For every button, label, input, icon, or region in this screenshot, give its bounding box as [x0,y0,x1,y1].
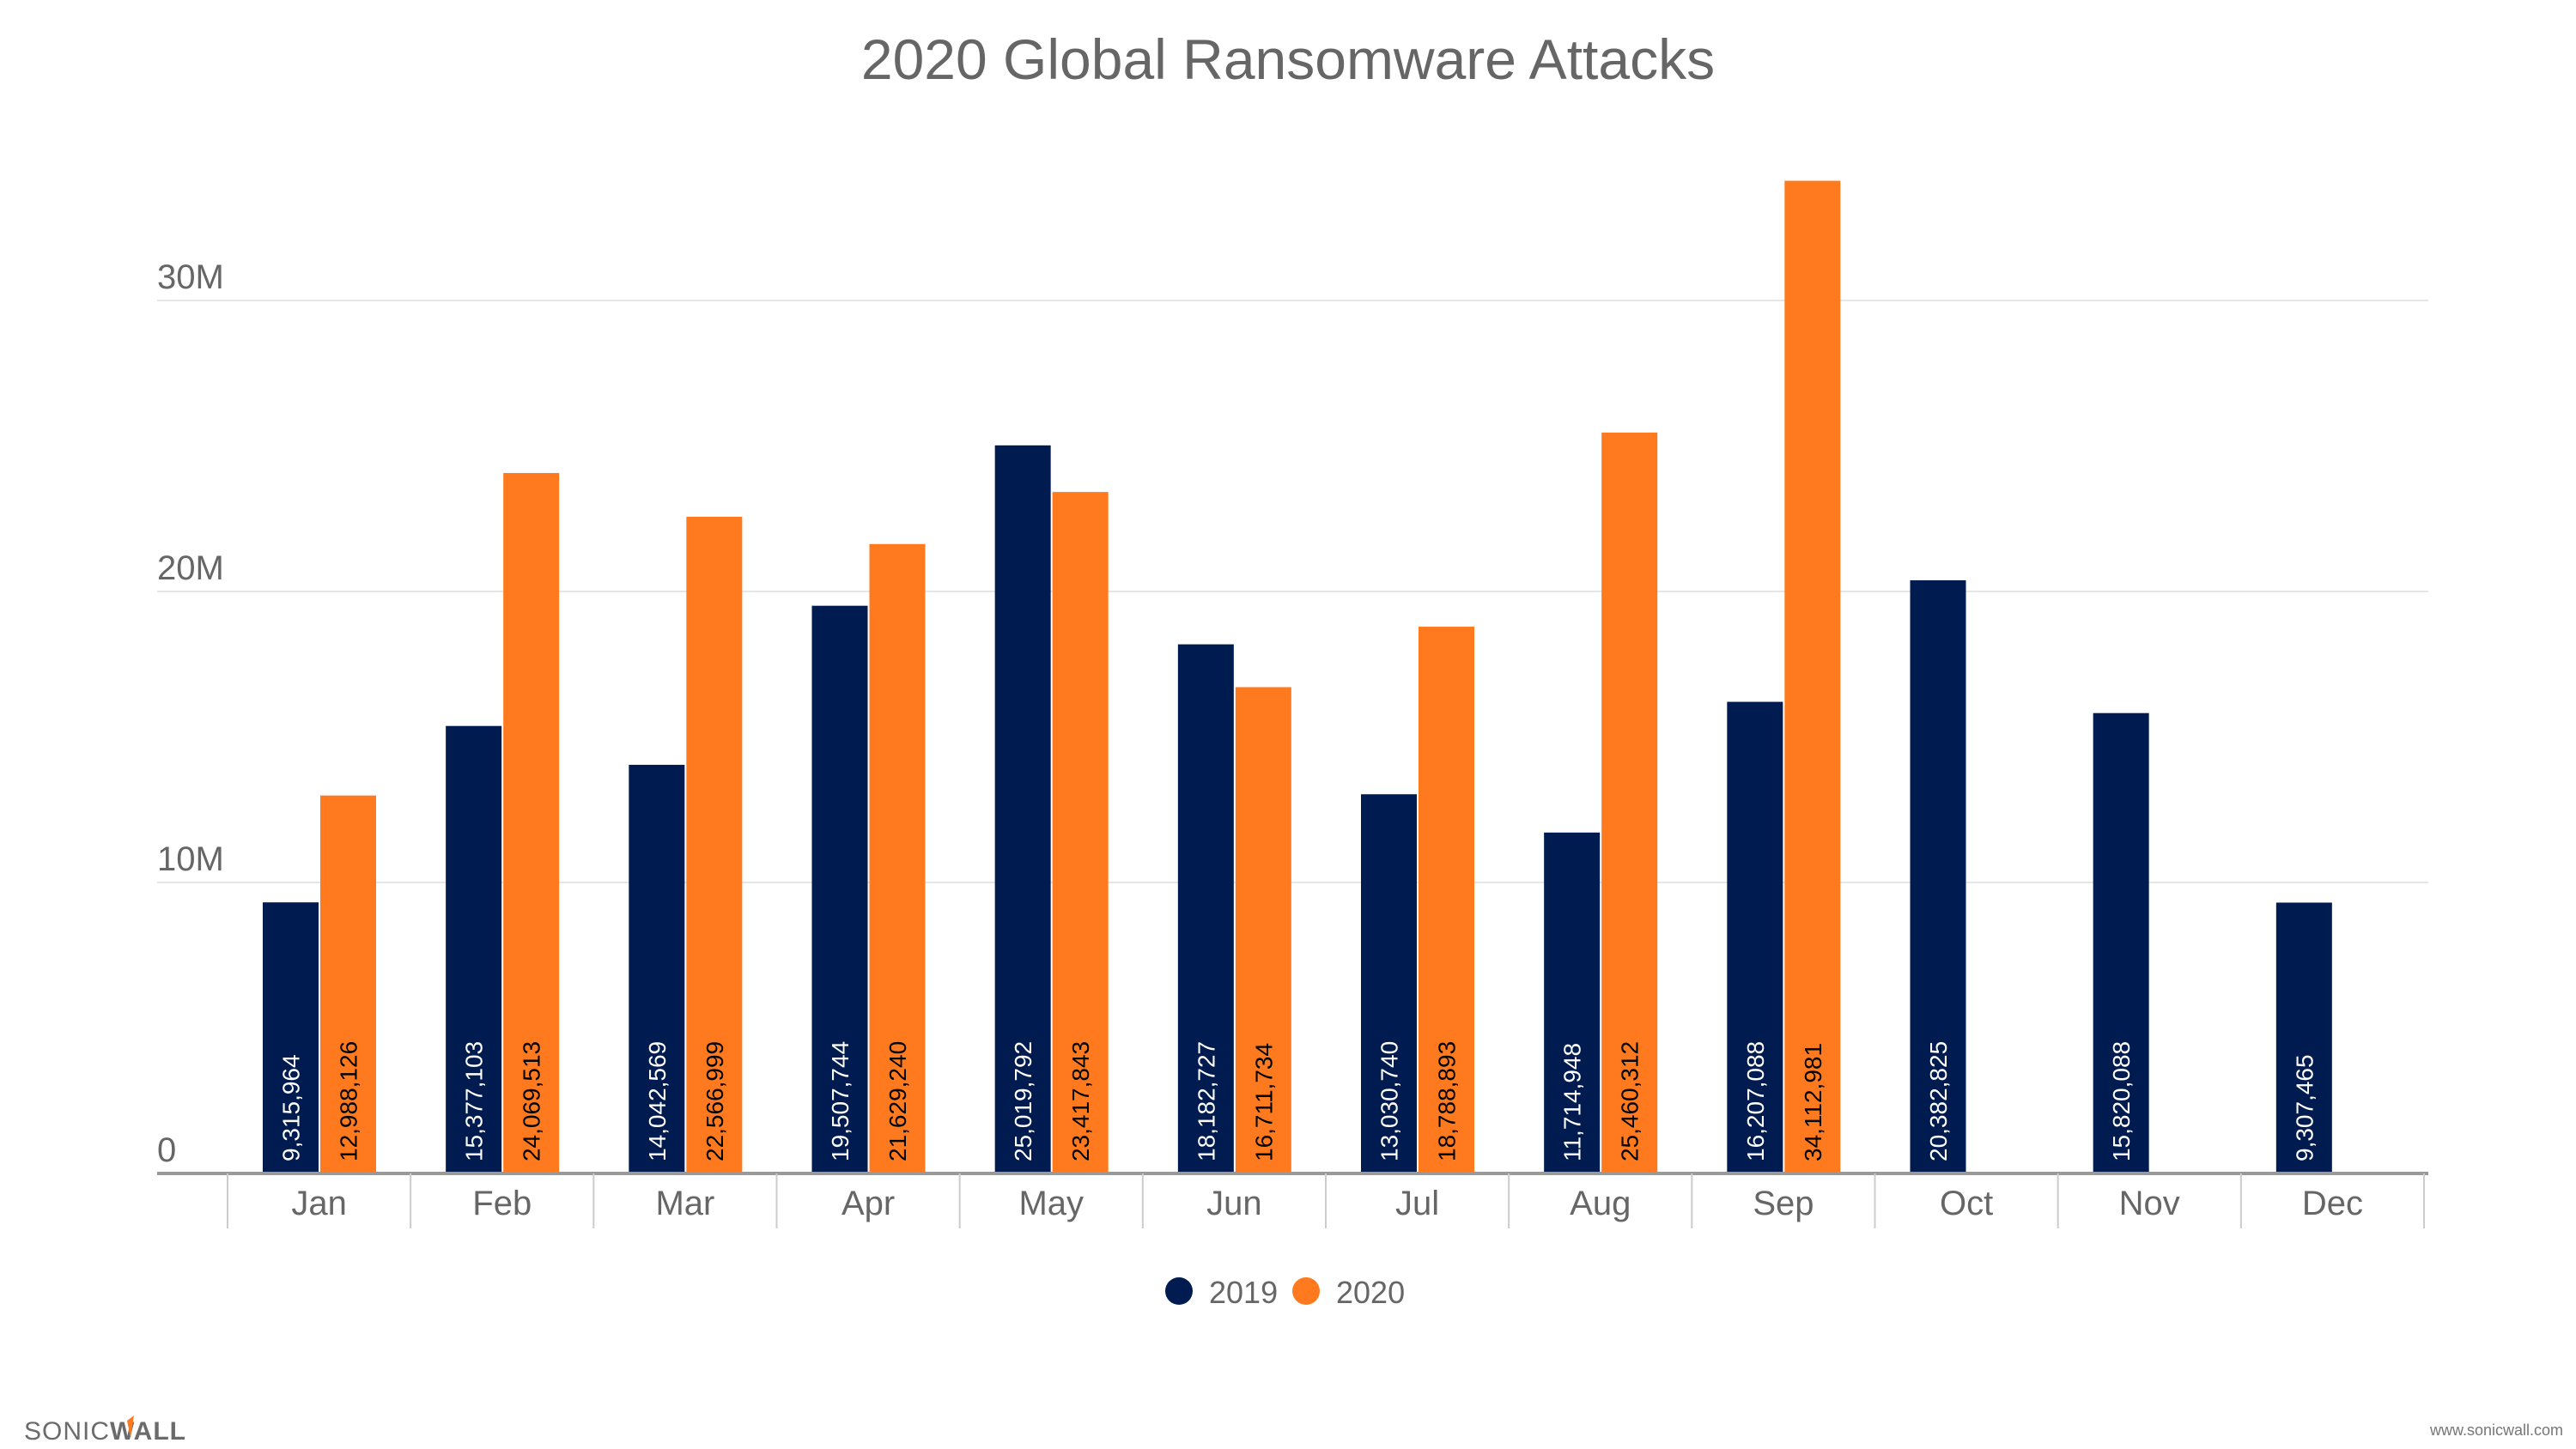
bar-2019-Dec [2275,902,2332,1173]
data-label: 15,820,088 [2108,1041,2135,1161]
legend: 2019 2020 [1165,1275,1405,1310]
legend-item-2019[interactable]: 2019 [1165,1275,1278,1310]
bar-2020-Aug [1601,432,1658,1174]
bar-2020-Sep [1784,180,1841,1173]
footer-url: www.sonicwall.com [2429,1422,2563,1439]
chart-title: 2020 Global Ransomware Attacks [861,27,1715,91]
bar-2019-Oct [1910,580,1966,1173]
x-tick-label: Jan [291,1185,347,1222]
data-label: 34,112,981 [1800,1043,1826,1161]
bar-2020-Jul [1419,627,1474,1173]
legend-label: 2019 [1209,1275,1278,1310]
legend-marker [1292,1277,1320,1305]
svg-text:SONICWALL: SONICWALL [24,1417,186,1446]
x-tick-label: Nov [2119,1185,2180,1222]
x-tick-label: Mar [655,1185,714,1222]
bar-2020-May [1052,492,1109,1173]
bar-2020-Mar [686,516,743,1173]
bar-2019-Mar [629,764,685,1173]
data-label: 25,460,312 [1617,1041,1643,1161]
data-label: 18,788,893 [1434,1041,1461,1161]
data-label: 21,629,240 [884,1041,911,1161]
y-tick-label: 20M [157,549,224,587]
data-label: 25,019,792 [1010,1041,1036,1161]
data-label: 23,417,843 [1067,1041,1094,1161]
x-tick-label: Jul [1395,1185,1439,1222]
data-label: 13,030,740 [1376,1041,1403,1161]
bar-2020-Apr [869,543,926,1173]
bar-2019-Aug [1544,832,1601,1173]
data-label: 16,207,088 [1742,1041,1769,1161]
data-label: 20,382,825 [1925,1041,1952,1161]
bar-2020-Jan [320,795,376,1173]
data-label: 15,377,103 [461,1041,488,1161]
x-tick-label: Apr [841,1185,895,1222]
x-tick-label: Aug [1570,1185,1631,1222]
bar-2019-Jun [1177,644,1234,1173]
y-tick-label: 30M [157,258,224,296]
data-label: 16,711,734 [1250,1043,1277,1161]
legend-item-2020[interactable]: 2020 [1292,1275,1405,1310]
data-label: 22,566,999 [702,1041,728,1161]
y-tick-label: 0 [157,1131,176,1169]
y-axis-ticks: 0 10M 20M 30M [157,258,224,1169]
data-label: 9,315,964 [278,1054,305,1161]
x-tick-label: Dec [2302,1185,2363,1222]
x-tick-label: Sep [1753,1185,1814,1222]
bar-2019-Jul [1361,794,1417,1173]
bars: 9,315,964 12,988,126 15,377,103 24,069,513 1… [263,180,2332,1174]
data-label: 19,507,744 [827,1041,854,1161]
y-tick-label: 10M [157,840,224,878]
data-label: 11,714,948 [1559,1043,1586,1161]
bar-2019-Apr [811,605,868,1173]
data-label: 18,182,727 [1193,1041,1219,1161]
data-label: 24,069,513 [519,1041,545,1161]
x-tick-label: May [1018,1185,1084,1222]
data-label: 14,042,569 [644,1041,671,1161]
legend-label: 2020 [1336,1275,1405,1310]
bar-2020-Jun [1235,687,1291,1173]
data-label: 12,988,126 [336,1041,362,1161]
data-label: 9,307,465 [2291,1054,2318,1161]
bar-2019-May [994,445,1051,1173]
bar-2019-Feb [446,725,502,1173]
legend-marker [1165,1277,1193,1305]
x-axis: Jan Feb Mar Apr May Jun Jul Aug Sep Oct Nov Dec [157,1172,2428,1228]
sonicwall-logo: SONICWALL [24,1416,186,1446]
bar-2020-Feb [503,473,560,1173]
bar-2019-Jan [263,902,319,1173]
x-tick-label: Feb [472,1185,532,1222]
x-tick-label: Oct [1940,1185,1993,1222]
bar-2019-Nov [2093,712,2149,1173]
bar-2019-Sep [1727,701,1783,1173]
x-tick-label: Jun [1206,1185,1262,1222]
